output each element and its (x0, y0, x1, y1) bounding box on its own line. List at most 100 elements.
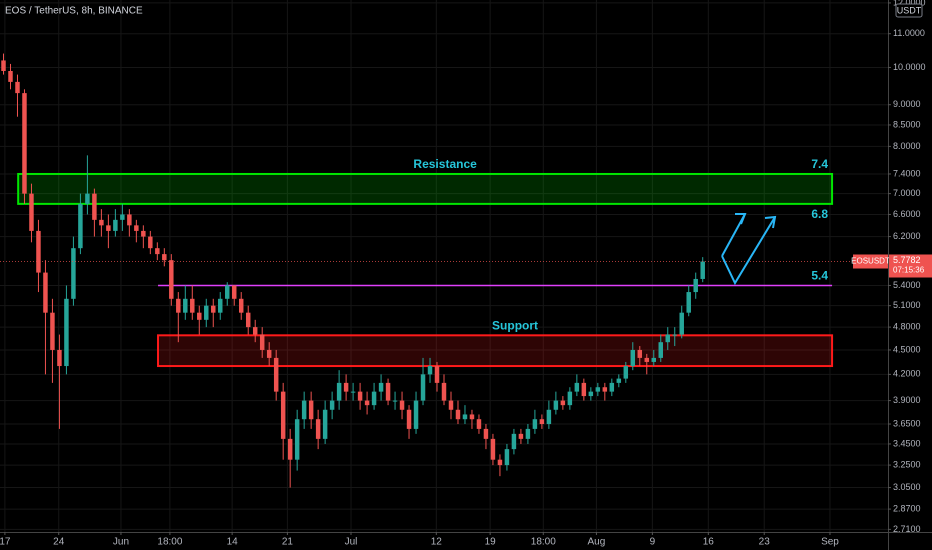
candle-body (245, 312, 251, 328)
y-tick-label: 10.0000 (893, 62, 926, 72)
candle-body (413, 400, 419, 429)
candle-body (322, 409, 328, 439)
zone (17, 172, 834, 205)
candle-body (190, 298, 195, 313)
y-tick-label: 7.0000 (893, 188, 921, 198)
candle-body (22, 93, 27, 194)
y-tick-label: 2.7100 (893, 524, 921, 534)
candle-body (148, 236, 153, 249)
candle-body (357, 391, 363, 401)
candle-body (287, 438, 293, 460)
candle-body (259, 334, 265, 350)
candle-body (371, 391, 377, 406)
candle-body (57, 349, 62, 367)
candle-body (539, 419, 545, 425)
candle-body (686, 292, 691, 313)
x-tick-label: Aug (588, 537, 606, 548)
candle-body (378, 382, 384, 392)
x-tick-label: Jun (113, 537, 129, 548)
symbol-label: EOSUSDT (851, 257, 890, 266)
projection-arrows (721, 213, 777, 286)
candle-body (420, 374, 426, 401)
candle-body (469, 414, 475, 420)
currency-box (895, 3, 923, 18)
candle-body (588, 391, 594, 397)
x-tick-label: 19 (485, 537, 497, 548)
candle-body (567, 391, 573, 406)
candle-body (602, 387, 608, 392)
candle-body (211, 305, 216, 313)
candle-body (574, 382, 580, 392)
candle-body (134, 225, 139, 231)
candle-body (546, 409, 552, 425)
candle-body (308, 400, 314, 420)
candle-body (462, 414, 468, 420)
zone-label: Resistance (413, 157, 477, 171)
zone-top-label: 7.4 (811, 157, 828, 171)
x-tick-label: 17 (0, 537, 11, 548)
y-tick-label: 5.1000 (893, 300, 921, 310)
y-tick-label: 4.5000 (893, 344, 921, 354)
candle-body (553, 400, 559, 410)
candle-body (169, 260, 174, 299)
candle-body (252, 327, 258, 335)
candle-body (162, 254, 167, 261)
candle-body (99, 219, 104, 226)
chart-title: EOS / TetherUS, 8h, BINANCE (5, 6, 143, 17)
symbol-tag (853, 254, 888, 269)
x-tick-label: Jul (345, 537, 358, 548)
candle-body (665, 334, 670, 343)
y-tick-label: 6.2000 (893, 231, 921, 241)
y-tick-label: 3.9000 (893, 395, 921, 405)
candle-body (238, 298, 244, 313)
candle-body (350, 391, 356, 393)
candle-body (441, 382, 447, 401)
y-tick-label: 3.2500 (893, 459, 921, 469)
candle-body (50, 312, 55, 350)
candle-body (336, 382, 342, 401)
x-tick-label: 23 (759, 537, 771, 548)
y-tick-label: 11.0000 (893, 28, 925, 38)
y-tick-label: 7.4000 (893, 168, 921, 178)
candle-body (616, 378, 622, 383)
candle-body (127, 214, 132, 226)
candle-body (644, 357, 650, 362)
y-tick-label: 4.2000 (893, 369, 921, 379)
candle-body (183, 298, 188, 313)
candle-body (64, 298, 69, 367)
candle-body (476, 419, 482, 429)
x-tick-label: 24 (53, 537, 65, 548)
candle-body (329, 400, 335, 410)
candle-body (448, 400, 454, 410)
currency: USDT (897, 5, 922, 15)
zone-label: Support (492, 318, 538, 332)
arrow-head (735, 213, 747, 225)
candle-body (141, 230, 146, 237)
y-tick-label: 6.6000 (893, 209, 921, 219)
candle-body (301, 400, 307, 420)
candle-body (294, 419, 300, 460)
candle-body (43, 272, 48, 313)
candle-body (106, 225, 111, 231)
candle-body (78, 203, 83, 249)
y-tick-label: 3.0500 (893, 482, 921, 492)
candle-body (36, 230, 41, 273)
candle-body (120, 214, 125, 220)
candle-body (679, 312, 684, 335)
candle-body (8, 70, 13, 82)
x-tick-label: 14 (227, 537, 239, 548)
candle-body (273, 357, 279, 392)
candle-body (15, 81, 20, 94)
candle-body (595, 387, 601, 392)
candle-body (560, 400, 566, 406)
candle-body (504, 449, 510, 466)
candle-body (455, 409, 461, 420)
candle-body (623, 366, 629, 379)
candle-body (406, 409, 412, 429)
candle-body (225, 285, 230, 299)
candle-body (497, 459, 503, 466)
zone (157, 334, 834, 368)
